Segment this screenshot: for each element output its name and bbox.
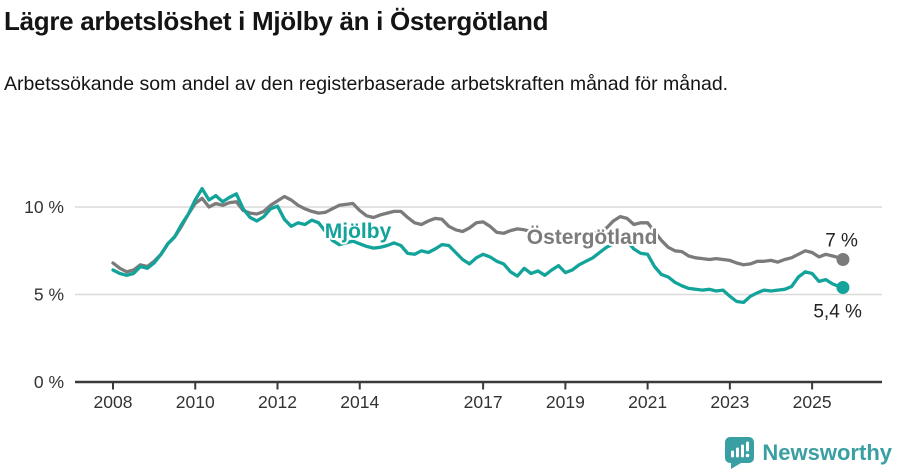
series-end-dot-mjölby <box>836 281 850 294</box>
chart-title: Lägre arbetslöshet i Mjölby än i Östergö… <box>4 6 549 36</box>
y-tick-label: 0 % <box>34 372 64 392</box>
logo-exclamation-dot <box>746 453 750 458</box>
logo-bubble <box>725 437 755 469</box>
brand-name: Newsworthy <box>762 440 892 465</box>
x-tick-label: 2008 <box>94 392 133 412</box>
x-tick-label: 2017 <box>464 392 503 412</box>
x-tick-label: 2025 <box>793 392 832 412</box>
series-line-mjölby <box>111 186 845 305</box>
series-label-östergötland: Östergötland <box>527 226 658 249</box>
newsworthy-logo-icon <box>725 437 755 469</box>
series-end-value-label: 5,4 % <box>813 302 862 323</box>
x-tick-label: 2021 <box>628 392 667 412</box>
x-tick-label: 2014 <box>340 392 379 412</box>
series-line-östergötland <box>111 194 845 274</box>
x-tick-label: 2019 <box>546 392 585 412</box>
logo-bar-chart <box>731 441 750 458</box>
x-tick-label: 2012 <box>258 392 297 412</box>
series-label-mjölby: Mjölby <box>325 220 392 243</box>
brand-footer: Newsworthy <box>724 436 892 470</box>
series-end-dot-östergötland <box>836 253 850 266</box>
y-tick-label: 5 % <box>34 285 64 305</box>
chart-subtitle: Arbetssökande som andel av den registerb… <box>4 73 729 95</box>
series-end-value-label: 7 % <box>825 231 858 252</box>
x-tick-label: 2010 <box>176 392 215 412</box>
x-tick-label: 2023 <box>710 392 749 412</box>
y-tick-label: 10 % <box>24 197 64 217</box>
